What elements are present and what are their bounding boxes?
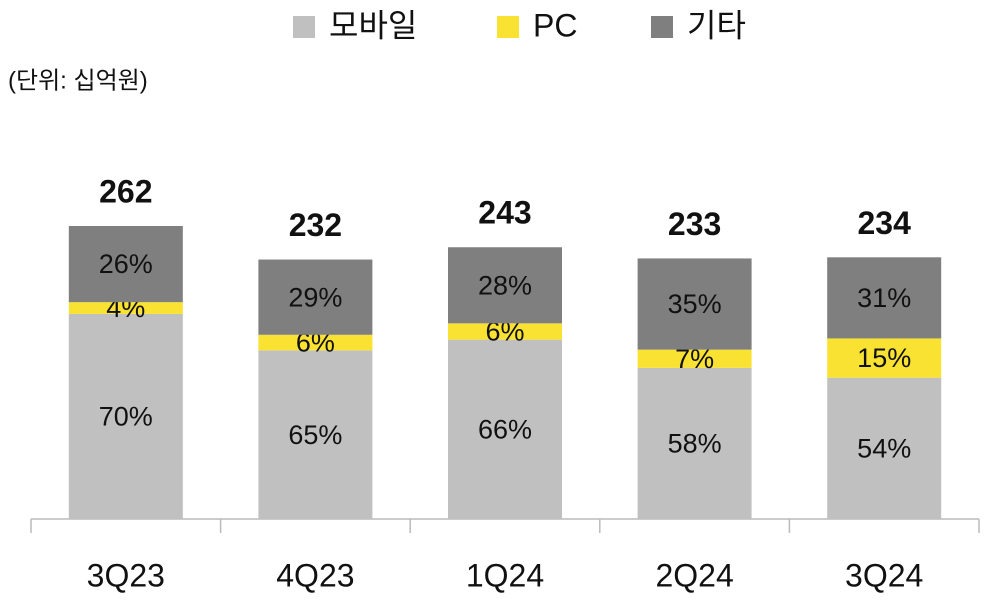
total-label: 262	[99, 173, 152, 209]
legend-swatch	[497, 16, 519, 38]
x-tick-label: 3Q23	[87, 557, 165, 593]
segment-label: 54%	[857, 433, 911, 463]
total-label: 232	[289, 207, 342, 243]
bar-segment	[827, 257, 942, 339]
segment-label: 15%	[857, 343, 911, 373]
segment-label: 70%	[99, 402, 153, 432]
legend-label: PC	[533, 7, 577, 43]
segment-label: 58%	[668, 429, 722, 459]
bar-segment	[258, 259, 373, 335]
segment-label: 31%	[857, 283, 911, 313]
bar-segment	[637, 258, 752, 350]
bar-segment	[637, 367, 752, 519]
bar-segment	[448, 323, 562, 340]
bar-segment	[68, 302, 183, 314]
segment-label: 66%	[478, 414, 532, 444]
x-tick-label: 2Q24	[655, 557, 733, 593]
chart-subtitle: (단위: 십억원)	[8, 67, 148, 94]
segment-label: 35%	[668, 289, 722, 319]
legend-label: 기타	[687, 7, 746, 43]
x-tick-label: 4Q23	[276, 557, 354, 593]
bar-segment	[258, 350, 373, 519]
bar-segment	[448, 247, 562, 324]
bar-segment	[68, 226, 183, 303]
total-label: 243	[478, 195, 531, 231]
bar-segment	[827, 338, 942, 378]
bar-segment	[68, 313, 183, 519]
legend-swatch	[651, 16, 673, 38]
total-label: 233	[668, 206, 721, 242]
bar-segment	[448, 339, 562, 519]
bar-segment	[827, 377, 942, 519]
segment-label: 65%	[288, 420, 342, 450]
bar-segment	[637, 349, 752, 368]
bar-segment	[258, 334, 373, 351]
segment-label: 29%	[288, 282, 342, 312]
total-label: 234	[858, 205, 912, 241]
legend-swatch	[293, 16, 315, 38]
legend-label: 모바일	[329, 7, 417, 43]
segment-label: 28%	[478, 270, 532, 300]
segment-label: 26%	[99, 249, 153, 279]
x-tick-label: 3Q24	[845, 557, 923, 593]
x-tick-label: 1Q24	[466, 557, 544, 593]
